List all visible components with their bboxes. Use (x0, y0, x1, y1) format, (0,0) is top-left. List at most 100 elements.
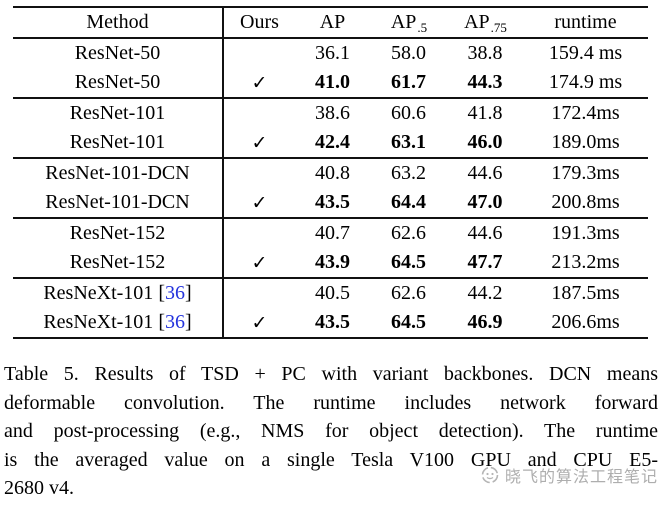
col-header-ap: AP (319, 11, 346, 33)
col-header-method: Method (13, 7, 224, 38)
citation-link[interactable]: 36 (164, 282, 185, 304)
runtime-cell: 172.4ms (551, 102, 620, 124)
ap-cell: 43.9 (315, 251, 350, 273)
watermark-logo-icon (480, 465, 500, 485)
runtime-cell: 174.9 ms (548, 71, 623, 93)
method-cell: ResNet-50 (13, 38, 224, 68)
method-cell: ResNet-101 (13, 128, 224, 158)
table-row: ResNet-101-DCN 40.8 63.2 44.6 179.3ms (13, 158, 648, 188)
ours-check-cell: ✓ (251, 311, 268, 334)
runtime-cell: 159.4 ms (548, 42, 623, 64)
table-row: ResNet-101 38.6 60.6 41.8 172.4ms (13, 98, 648, 128)
method-cell: ResNet-152 (13, 218, 224, 248)
method-label: ResNeXt-101 (43, 282, 154, 304)
ap50-subscript: .5 (417, 20, 428, 35)
ours-check-cell (223, 218, 295, 248)
ours-check-cell: ✓ (251, 251, 268, 274)
ap75-cell: 41.8 (467, 102, 503, 124)
ap50-cell: 62.6 (391, 282, 426, 304)
col-header-runtime: runtime (554, 11, 617, 33)
caption-line: 2680 v4. (4, 477, 74, 499)
ap-cell: 41.0 (315, 71, 350, 93)
table-row: ResNet-101-DCN ✓ 43.5 64.4 47.0 200.8ms (13, 188, 648, 218)
ap75-base: AP (464, 11, 490, 33)
ap-cell: 43.5 (315, 311, 350, 333)
runtime-cell: 179.3ms (551, 162, 620, 184)
ap75-cell: 44.6 (467, 162, 503, 184)
citation-bracket-close: ] (184, 282, 192, 304)
table-row: ResNet-152 40.7 62.6 44.6 191.3ms (13, 218, 648, 248)
ap50-cell: 58.0 (391, 42, 426, 64)
table-row: ResNet-50 ✓ 41.0 61.7 44.3 174.9 ms (13, 68, 648, 98)
ap75-cell: 46.9 (467, 311, 503, 333)
runtime-cell: 189.0ms (551, 131, 620, 153)
ours-check-cell (223, 278, 295, 308)
ours-check-cell (223, 38, 295, 68)
ap75-cell: 47.7 (467, 251, 503, 273)
runtime-cell: 191.3ms (551, 222, 620, 244)
ap75-subscript: .75 (490, 20, 507, 35)
ap-cell: 40.8 (315, 162, 350, 184)
method-cell: ResNet-101-DCN (13, 188, 224, 218)
col-header-ap50: AP.5 (370, 7, 447, 38)
ap50-cell: 64.5 (391, 311, 426, 333)
citation-link[interactable]: 36 (164, 311, 185, 333)
ap50-base: AP (390, 11, 417, 33)
table-row: ResNet-101 ✓ 42.4 63.1 46.0 189.0ms (13, 128, 648, 158)
ap-cell: 38.6 (315, 102, 350, 124)
caption-line: Table 5. Results of TSD + PC with varian… (4, 363, 658, 385)
ap50-cell: 64.5 (391, 251, 426, 273)
col-header-ours: Ours (240, 11, 279, 33)
method-cell: ResNet-101 (13, 98, 224, 128)
ap-cell: 40.5 (315, 282, 350, 304)
ap50-cell: 62.6 (391, 222, 426, 244)
ap-cell: 43.5 (315, 191, 350, 213)
citation-bracket-open: [ (153, 311, 165, 333)
ap50-cell: 61.7 (391, 71, 426, 93)
ap75-cell: 44.2 (467, 282, 503, 304)
table-header-row: Method Ours AP AP.5 AP.75 runtime (13, 7, 648, 38)
results-table: Method Ours AP AP.5 AP.75 runtime ResNet… (13, 6, 648, 339)
ours-check-cell (223, 98, 295, 128)
table-row: ResNeXt-101 [36] ✓ 43.5 64.5 46.9 206.6m… (13, 308, 648, 338)
runtime-cell: 206.6ms (551, 311, 620, 333)
method-cell: ResNet-101-DCN (13, 158, 224, 188)
ours-check-cell: ✓ (251, 71, 268, 94)
caption-line: deformable convolution. The runtime incl… (4, 391, 658, 414)
watermark: 晓飞的算法工程笔记 (480, 463, 658, 487)
citation-bracket-close: ] (184, 311, 192, 333)
citation-bracket-open: [ (153, 282, 165, 304)
runtime-cell: 213.2ms (551, 251, 620, 273)
method-cell: ResNet-50 (13, 68, 224, 98)
ap75-cell: 44.6 (467, 222, 503, 244)
runtime-cell: 200.8ms (551, 191, 620, 213)
table-row: ResNet-50 36.1 58.0 38.8 159.4 ms (13, 38, 648, 68)
table-caption: Table 5. Results of TSD + PC with varian… (4, 360, 658, 503)
ap50-cell: 60.6 (391, 102, 426, 124)
ap50-cell: 63.1 (391, 131, 426, 153)
ap75-cell: 47.0 (467, 191, 503, 213)
ap75-cell: 38.8 (467, 42, 503, 64)
runtime-cell: 187.5ms (551, 282, 620, 304)
method-cell: ResNeXt-101 [36] (13, 308, 224, 338)
ap50-cell: 63.2 (391, 162, 426, 184)
ap75-cell: 44.3 (467, 71, 503, 93)
col-header-ap75: AP.75 (447, 7, 523, 38)
ap75-cell: 46.0 (467, 131, 503, 153)
ap-cell: 40.7 (315, 222, 350, 244)
ours-check-cell (223, 158, 295, 188)
caption-line: and post-processing (e.g., NMS for objec… (4, 420, 658, 442)
table-row: ResNet-152 ✓ 43.9 64.5 47.7 213.2ms (13, 248, 648, 278)
ours-check-cell: ✓ (251, 191, 268, 214)
watermark-text: 晓飞的算法工程笔记 (504, 469, 658, 486)
caption-line: is the averaged value on a single Tesla … (4, 448, 658, 471)
method-cell: ResNeXt-101 [36] (13, 278, 224, 308)
ap50-cell: 64.4 (391, 191, 426, 213)
ap-cell: 36.1 (315, 42, 350, 64)
table-row: ResNeXt-101 [36] 40.5 62.6 44.2 187.5ms (13, 278, 648, 308)
method-label: ResNeXt-101 (43, 311, 154, 333)
method-cell: ResNet-152 (13, 248, 224, 278)
ap-cell: 42.4 (315, 131, 350, 153)
ours-check-cell: ✓ (251, 131, 268, 154)
